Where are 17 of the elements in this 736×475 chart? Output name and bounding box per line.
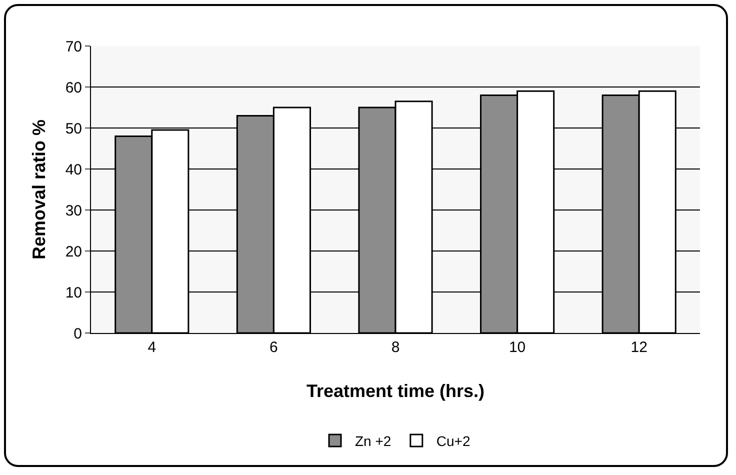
y-tick-label: 20: [65, 243, 82, 260]
x-tick-label: 10: [508, 339, 526, 356]
y-tick-label: 0: [74, 325, 82, 342]
y-tick-label: 30: [65, 202, 82, 220]
y-tick-label: 60: [65, 79, 82, 96]
legend-label: Zn +2: [355, 432, 392, 449]
y-tick-label: 70: [65, 38, 82, 56]
legend-label: Cu+2: [436, 432, 470, 449]
y-tick-label: 10: [65, 284, 82, 302]
y-tick-label: 50: [65, 120, 82, 138]
x-tick-label: 6: [270, 339, 278, 356]
x-tick-label: 8: [391, 339, 400, 356]
x-tick-label: 4: [148, 339, 156, 356]
x-axis-title: Treatment time (hrs.): [306, 381, 485, 401]
y-tick-label: 40: [65, 161, 82, 178]
x-tick-label: 12: [630, 339, 648, 356]
y-axis-title: Removal ratio %: [29, 119, 49, 260]
